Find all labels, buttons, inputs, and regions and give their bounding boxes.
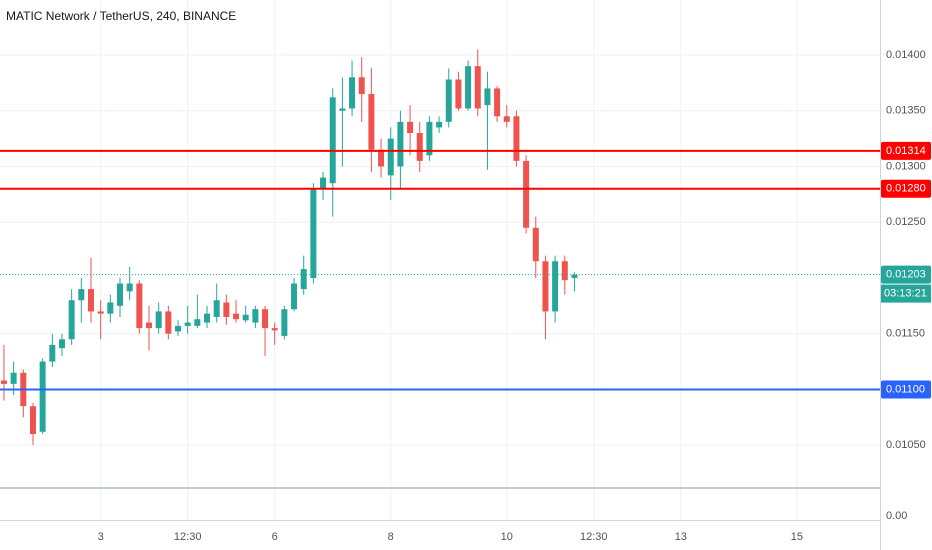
grid — [0, 0, 880, 520]
last-price-label: 0.01203 — [886, 269, 926, 281]
candle-body — [78, 289, 85, 301]
x-tick-label: 12:30 — [174, 531, 202, 543]
candle-body — [542, 261, 549, 312]
candle-body — [474, 66, 481, 109]
candle-body — [58, 339, 65, 349]
candle-body — [107, 302, 114, 314]
candle-body — [320, 177, 327, 189]
level-box — [881, 179, 931, 198]
level-label: 0.01280 — [886, 183, 926, 195]
candle-body — [29, 406, 36, 435]
y-tick-label: 0.01400 — [886, 49, 926, 61]
last-price-box — [881, 265, 931, 284]
candle-body — [223, 302, 230, 317]
y-tick-label: 0.01250 — [886, 216, 926, 228]
candle-body — [242, 314, 249, 321]
candle-body — [252, 309, 259, 323]
candle-body — [397, 121, 404, 167]
candle-body — [513, 116, 520, 161]
candle-body — [39, 361, 46, 432]
candle-body — [532, 227, 539, 262]
candle-body — [329, 97, 336, 184]
candle-body — [465, 66, 472, 109]
y-tick-label: 0.01350 — [886, 105, 926, 117]
plot-area — [0, 49, 880, 446]
y-tick-label: 0.01150 — [886, 328, 925, 340]
candle-body — [436, 121, 443, 128]
x-tick-label: 8 — [388, 531, 394, 543]
candle-body — [126, 283, 133, 292]
candle-body — [49, 344, 56, 362]
candle-body — [484, 88, 491, 106]
candle-body — [503, 116, 510, 122]
countdown-label: 03:13:21 — [884, 288, 927, 300]
candle-body — [378, 149, 385, 167]
candle-body — [136, 283, 143, 329]
x-tick-label: 13 — [675, 531, 687, 543]
level-box — [881, 380, 931, 399]
y-tick-label: 0.01300 — [886, 160, 926, 172]
x-tick-label: 3 — [98, 531, 104, 543]
level-label: 0.01314 — [886, 145, 926, 157]
candle-body — [291, 283, 298, 310]
candle-body — [175, 325, 182, 332]
candle-body — [358, 77, 365, 94]
level-box — [881, 141, 931, 160]
candle-body — [523, 160, 530, 228]
candle-body — [204, 313, 211, 323]
candle-body — [146, 322, 153, 329]
countdown-box — [881, 284, 931, 303]
candle-body — [387, 138, 394, 176]
candle-body — [233, 313, 240, 320]
candle-body — [271, 328, 278, 331]
candle-body — [310, 188, 317, 278]
axes: 3 12:30 6 8 10 12:30 13 15 0.01400 0.01350 0.01300… — [98, 49, 931, 543]
candle-body — [445, 79, 452, 122]
candle-body — [561, 261, 568, 281]
candle-body — [213, 300, 220, 317]
candle-body — [455, 79, 462, 109]
candle-body — [571, 274, 578, 278]
y-tick-label: 0.01050 — [886, 439, 926, 451]
candle-body — [494, 88, 501, 117]
y-tick-label: 0.00 — [886, 510, 907, 522]
candle-body — [194, 319, 201, 326]
candle-body — [165, 311, 172, 334]
candle-body — [0, 380, 7, 384]
candle-body — [262, 309, 269, 329]
chart-title: MATIC Network / TetherUS, 240, BINANCE — [6, 9, 236, 23]
candle-body — [407, 121, 414, 134]
x-tick-label: 15 — [791, 531, 803, 543]
candle-body — [184, 322, 191, 326]
candle-body — [300, 269, 307, 290]
candle-body — [426, 121, 433, 156]
x-tick-label: 6 — [272, 531, 278, 543]
candle-body — [339, 108, 346, 111]
candle-body — [68, 300, 75, 340]
candle-body — [416, 133, 423, 161]
candle-body — [155, 311, 162, 329]
candle-body — [87, 289, 94, 312]
candle-body — [116, 283, 123, 306]
x-tick-label: 10 — [501, 531, 513, 543]
level-label: 0.01100 — [886, 383, 925, 395]
candle-body — [368, 93, 375, 150]
candle-body — [97, 311, 104, 314]
candle-body — [10, 372, 17, 384]
candle-body — [552, 261, 559, 312]
x-tick-label: 12:30 — [580, 531, 608, 543]
candle-body — [281, 309, 288, 336]
candle-body — [349, 77, 356, 109]
